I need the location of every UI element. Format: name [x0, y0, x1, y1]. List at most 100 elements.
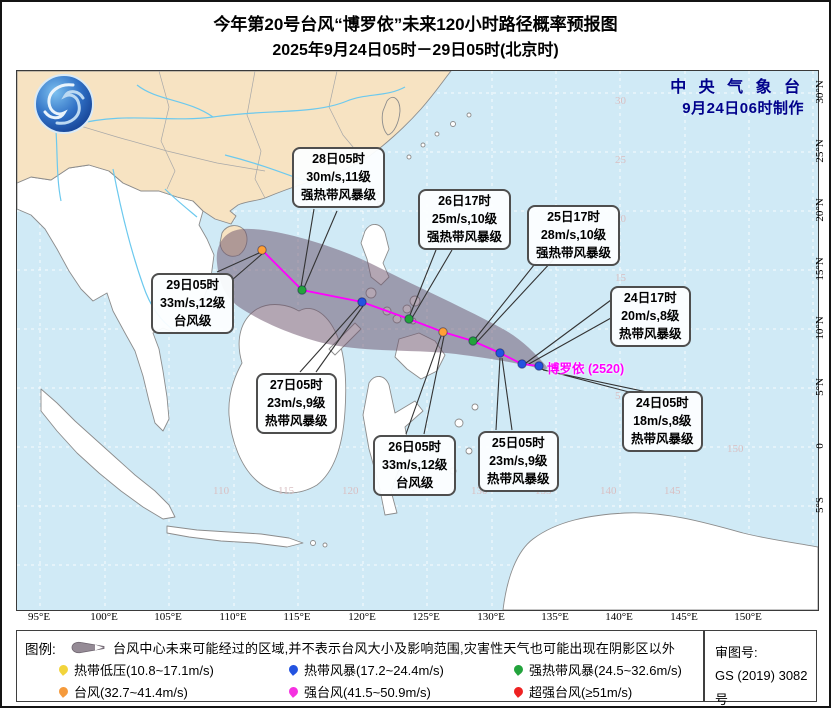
callout-time: 26日17时: [438, 194, 491, 208]
callout-category: 热带风暴级: [631, 431, 694, 446]
inline-lat-label: 30: [615, 95, 626, 107]
lon-axis-label: 140°E: [605, 611, 633, 623]
track-point-25d17: [468, 336, 478, 346]
lon-axis-label: 105°E: [154, 611, 182, 623]
ty-marker-icon: [57, 685, 70, 698]
callout-category: 热带风暴级: [487, 471, 550, 486]
lon-axis-label: 135°E: [541, 611, 569, 623]
forecast-callout-28d05: 28日05时 30m/s,11级 强热带风暴级: [292, 147, 386, 209]
map-review-number: 审图号: GS (2019) 3082号: [715, 641, 816, 707]
callout-wind: 25m/s,10级: [431, 211, 498, 226]
issue-time: 9月24日06时制作: [682, 99, 804, 117]
callout-wind: 23m/s,9级: [267, 395, 326, 410]
page-subtitle: 2025年9月24日05时－29日05时(北京时): [272, 42, 559, 59]
sty-marker-icon: [287, 685, 300, 698]
ts-marker-icon: [287, 663, 300, 676]
legend-item-label: 超强台风(≥51m/s): [529, 685, 633, 700]
lat-axis-label: 15°N: [814, 257, 826, 281]
lon-axis-label: 115°E: [283, 611, 311, 623]
inline-lat-label: 15: [615, 272, 626, 284]
track-point-28d05: [297, 285, 307, 295]
lat-axis-label: 25°N: [814, 139, 826, 163]
callout-time: 27日05时: [269, 378, 323, 392]
forecast-map: 30 25 20 15 10 5 110 115 120 125 130 135…: [16, 70, 819, 611]
legend-item-td: 热带低压(10.8~17.1m/s): [57, 660, 214, 679]
callout-time: 29日05时: [166, 278, 220, 292]
storm-name-label: 博罗依 (2520): [547, 362, 625, 376]
legend-item-ty: 台风(32.7~41.4m/s): [57, 682, 188, 701]
cone-icon: [69, 640, 107, 660]
callout-wind: 33m/s,12级: [160, 295, 226, 310]
forecast-callout-26d17: 26日17时 25m/s,10级 强热带风暴级: [418, 189, 512, 251]
callout-category: 强热带风暴级: [301, 187, 377, 202]
track-point-26d17: [404, 314, 414, 324]
inline-lon-label: 110: [213, 485, 230, 497]
forecast-callout-29d05: 29日05时 33m/s,12级 台风级: [151, 273, 235, 335]
sumatra: [40, 388, 176, 520]
legend-item-super-ty: 超强台风(≥51m/s): [512, 682, 633, 701]
forecast-callout-24d17: 24日17时 20m/s,8级 热带风暴级: [610, 286, 691, 348]
legend-box: 图例: 台风中心未来可能经过的区域,并不表示台风大小及影响范围,灾害性天气也可能…: [16, 630, 817, 706]
legend-item-label: 热带低压(10.8~17.1m/s): [74, 663, 214, 678]
lat-axis-label: 0: [814, 443, 826, 449]
track-point-26d05: [438, 327, 448, 337]
legend-item-ts: 热带风暴(17.2~24.4m/s): [287, 660, 444, 679]
forecast-callout-25d17: 25日17时 28m/s,10级 强热带风暴级: [527, 205, 621, 267]
inline-lat-label: 5: [615, 390, 621, 402]
track-point-29d05: [257, 245, 267, 255]
taiwan: [381, 97, 401, 136]
lon-axis-label: 110°E: [219, 611, 247, 623]
forecast-callout-25d05: 25日05时 23m/s,9级 热带风暴级: [478, 431, 559, 493]
callout-time: 24日17时: [623, 291, 677, 305]
callout-category: 热带风暴级: [265, 413, 328, 428]
callout-wind: 30m/s,11级: [306, 169, 371, 184]
track-points: [257, 245, 544, 371]
sts-marker-icon: [512, 663, 525, 676]
callout-time: 24日05时: [635, 396, 689, 410]
agency-name: 中 央 气 象 台: [670, 79, 804, 96]
inline-lat-label: 20: [615, 213, 626, 225]
track-point-24d17: [517, 359, 527, 369]
callout-time: 28日05时: [312, 152, 365, 166]
legend-item-label: 强台风(41.5~50.9m/s): [304, 685, 431, 700]
callout-wind: 33m/s,12级: [382, 457, 448, 472]
callout-tails: [216, 208, 648, 435]
callout-wind: 18m/s,8级: [633, 413, 692, 428]
forecast-callout-27d05: 27日05时 23m/s,9级 热带风暴级: [256, 373, 337, 435]
lon-axis-label: 145°E: [670, 611, 698, 623]
track-point-25d05: [495, 348, 505, 358]
callout-category: 台风级: [395, 475, 434, 490]
callout-category: 热带风暴级: [619, 326, 682, 341]
callout-time: 25日05时: [491, 436, 545, 450]
lon-axis-label: 120°E: [348, 611, 376, 623]
callout-category: 台风级: [173, 313, 212, 328]
lon-axis-label: 95°E: [27, 611, 51, 623]
lat-axis-label: 20°N: [814, 198, 826, 222]
legend-item-label: 热带风暴(17.2~24.4m/s): [304, 663, 444, 678]
legend-item-sty: 强台风(41.5~50.9m/s): [287, 682, 431, 701]
legend-divider: [703, 631, 705, 701]
callout-time: 25日17时: [547, 210, 600, 224]
java: [166, 525, 304, 548]
agency-watermark: 中 央 气 象 台 9月24日06时制作: [670, 77, 804, 119]
callout-time: 26日05时: [388, 440, 442, 454]
forecast-callout-24d05: 24日05时 18m/s,8级 热带风暴级: [622, 391, 703, 453]
inline-lon-label: 150: [727, 443, 744, 455]
inline-lat-label: 25: [615, 154, 626, 166]
td-marker-icon: [57, 663, 70, 676]
super-ty-marker-icon: [512, 685, 525, 698]
inline-lon-label: 120: [342, 485, 359, 497]
probability-cone: [216, 228, 548, 370]
callout-wind: 20m/s,8级: [621, 308, 680, 323]
forecast-callout-26d05: 26日05时 33m/s,12级 台风级: [373, 435, 457, 497]
review-label: 审图号:: [715, 645, 758, 660]
legend-item-label: 台风(32.7~41.4m/s): [74, 685, 188, 700]
inline-lon-label: 115: [278, 485, 295, 497]
review-value: GS (2019) 3082号: [715, 668, 808, 707]
callout-wind: 28m/s,10级: [540, 227, 607, 242]
page-title: 今年第20号台风“博罗依”未来120小时路径概率预报图: [213, 15, 618, 34]
map-canvas: [17, 71, 818, 610]
inline-lon-label: 145: [664, 485, 681, 497]
lon-axis-label: 100°E: [90, 611, 118, 623]
